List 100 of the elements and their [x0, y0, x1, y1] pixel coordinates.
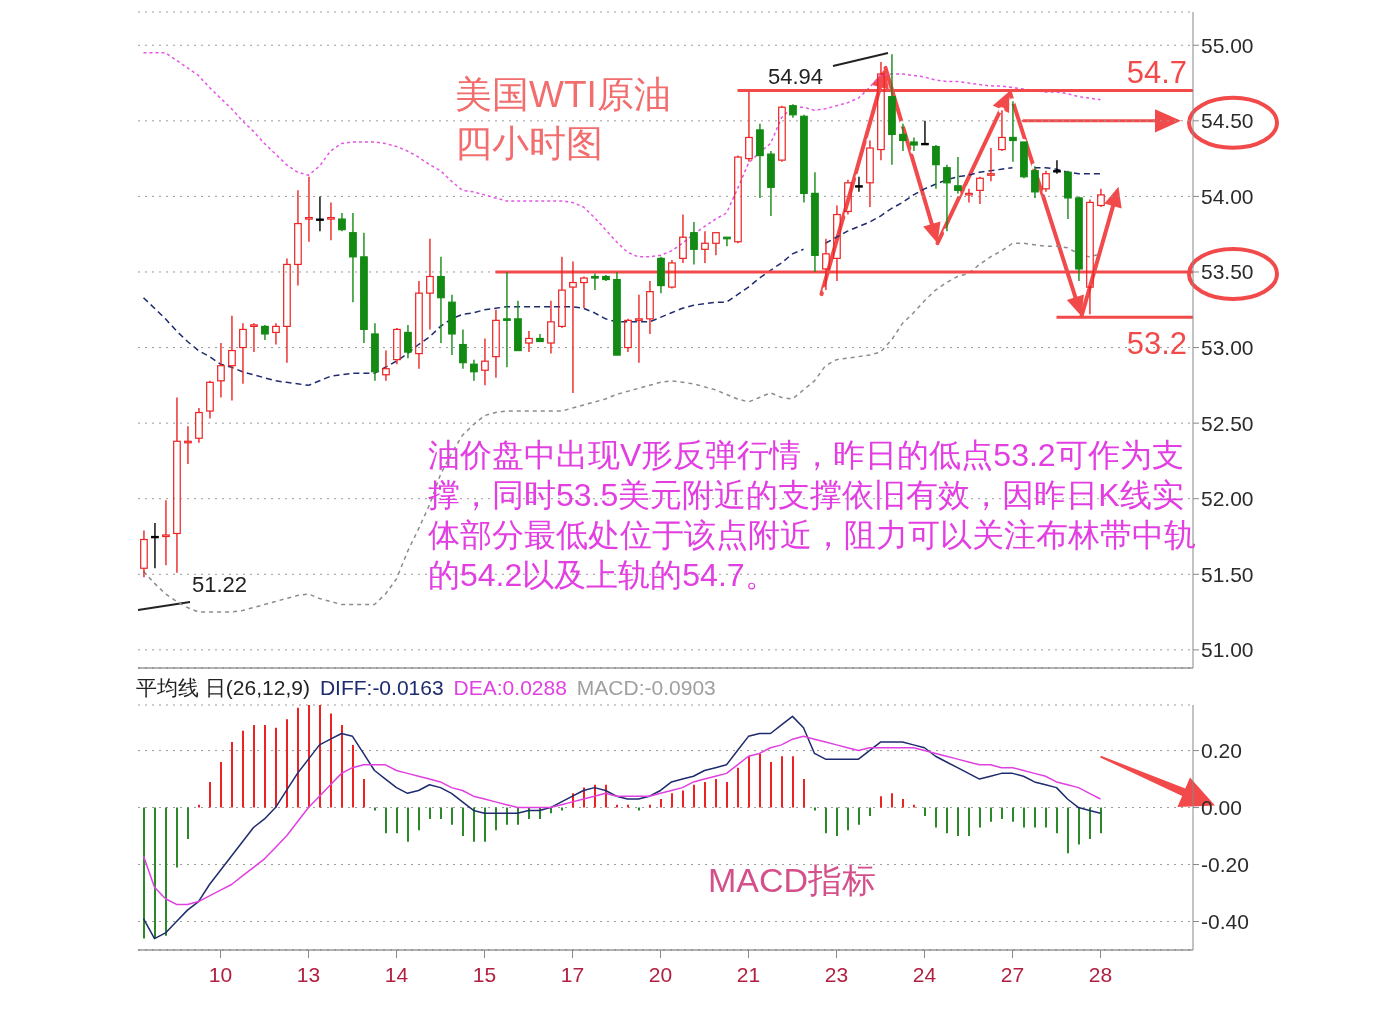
candlestick	[778, 105, 786, 163]
candlestick	[349, 212, 357, 303]
bar	[1078, 807, 1080, 845]
candlestick	[888, 53, 896, 166]
candlestick	[877, 61, 885, 161]
candlestick	[976, 176, 984, 205]
candlestick	[503, 271, 511, 368]
candlestick	[404, 324, 412, 359]
bar	[968, 807, 970, 837]
candlestick	[602, 274, 610, 282]
candlestick	[217, 342, 225, 399]
candlestick	[228, 315, 236, 402]
candlestick	[1031, 165, 1039, 199]
bar	[264, 724, 266, 808]
candlestick	[250, 322, 258, 353]
candlestick	[624, 318, 632, 353]
bar	[341, 724, 343, 808]
bar	[770, 761, 772, 808]
x-tick-label: 27	[1000, 963, 1025, 986]
candlestick	[327, 201, 335, 241]
x-tick-label: 21	[736, 963, 761, 986]
candlestick	[822, 238, 830, 291]
legend-title: 平均线 日(26,12,9)	[136, 675, 310, 701]
candlestick	[415, 280, 423, 370]
candlestick	[833, 204, 841, 282]
candlestick	[844, 179, 852, 216]
candlestick	[987, 147, 995, 182]
bar	[275, 727, 277, 808]
candlestick	[789, 103, 797, 119]
candlestick	[547, 300, 555, 355]
candlestick	[811, 171, 819, 273]
bar	[990, 807, 992, 822]
y-tick-label: 53.50	[1201, 260, 1254, 284]
bar	[407, 807, 409, 842]
line-series	[142, 735, 1102, 906]
bar	[242, 730, 244, 808]
annotation: 51.22	[192, 572, 248, 598]
y-tick-label: 0.20	[1201, 739, 1242, 763]
bar	[495, 807, 497, 831]
candlestick	[558, 256, 566, 329]
x-tick-label: 24	[912, 963, 937, 986]
candlestick	[569, 260, 577, 394]
bar	[836, 807, 838, 837]
candlestick	[492, 309, 500, 379]
bar	[649, 804, 651, 808]
candlestick	[261, 324, 269, 341]
x-tick-label: 13	[296, 963, 321, 986]
candlestick	[954, 156, 962, 195]
bar	[847, 807, 849, 831]
candlestick	[668, 259, 676, 290]
candlestick	[470, 358, 478, 382]
bar	[1045, 807, 1047, 828]
bar	[231, 742, 233, 808]
bar	[1023, 807, 1025, 828]
candlestick	[283, 257, 291, 364]
bar	[825, 807, 827, 834]
y-tick-label: 51.00	[1201, 638, 1254, 662]
bar	[330, 713, 332, 808]
bar	[902, 799, 904, 808]
candlestick	[448, 293, 456, 356]
candlestick	[745, 91, 753, 163]
candlestick	[294, 189, 302, 287]
bar	[220, 761, 222, 808]
candlestick	[173, 396, 181, 574]
bar	[957, 807, 959, 837]
annotation: MACD指标	[708, 860, 878, 900]
bar	[451, 807, 453, 825]
candlestick	[965, 188, 973, 204]
bar	[693, 784, 695, 808]
bar	[803, 779, 805, 808]
y-tick-label: 54.50	[1201, 109, 1254, 133]
annotation: 油价盘中出现V形反弹行情，昨日的低点53.2可作为支撑，同时53.5美元附近的支撑依旧有效，因昨日K线实体部分最低处位于该点附近，阻力可以关注布林带中轨的54.2以及上轨的54.7。	[428, 437, 1196, 593]
candlestick	[393, 327, 401, 365]
bar	[396, 807, 398, 834]
bar	[1056, 807, 1058, 834]
line-series	[142, 52, 1102, 258]
bar	[385, 807, 387, 834]
bar	[473, 807, 475, 842]
candlestick	[195, 407, 203, 444]
x-tick-label: 23	[824, 963, 849, 986]
bar	[418, 807, 420, 831]
bar	[715, 779, 717, 808]
annotation: 54.94	[768, 64, 824, 90]
candlestick	[1064, 170, 1072, 220]
candlestick	[1042, 170, 1050, 193]
bar	[1067, 807, 1069, 854]
candlestick	[1075, 195, 1083, 282]
y-tick-label: 51.50	[1201, 562, 1254, 586]
candlestick	[855, 176, 863, 193]
bar	[869, 807, 871, 817]
candlestick	[481, 337, 489, 387]
bar	[1012, 807, 1014, 822]
candlestick	[140, 529, 148, 579]
bar	[187, 807, 189, 839]
bar	[759, 753, 761, 808]
bar	[319, 705, 321, 808]
bar	[682, 790, 684, 808]
bar	[165, 807, 167, 936]
bar	[286, 719, 288, 808]
bar	[462, 807, 464, 837]
